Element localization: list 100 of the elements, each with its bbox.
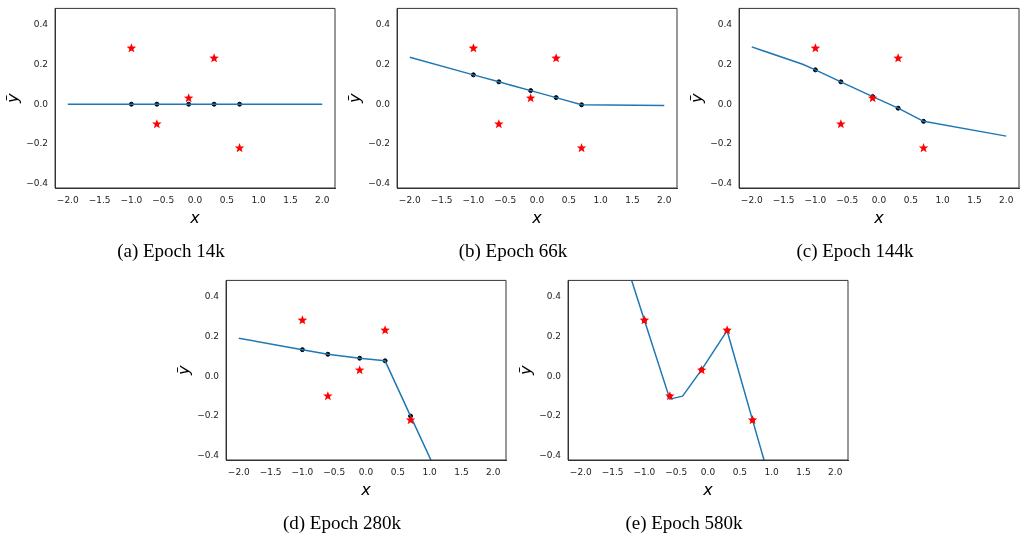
text: (e) Epoch 580k — [624, 512, 744, 534]
y-tick-label: 0.4 — [375, 18, 391, 29]
y-tick-label: −0.4 — [539, 450, 562, 461]
x-tick-label: 0.5 — [903, 194, 918, 205]
y-tick-label: 0.0 — [204, 370, 220, 381]
x-tick-label: 1.5 — [967, 194, 982, 205]
y-tick-label: −0.4 — [710, 178, 733, 189]
y-tick-label: 0.4 — [546, 290, 562, 301]
x-tick-label: 0.0 — [700, 466, 716, 477]
x-axis-title: x — [531, 207, 543, 227]
x-tick-label: 1.0 — [935, 194, 951, 205]
point — [183, 93, 194, 103]
y-tick-label: 0.0 — [33, 98, 49, 109]
x-tick-label: −2.0 — [227, 466, 250, 477]
y-tick-label: 0.0 — [717, 98, 733, 109]
point — [918, 143, 929, 153]
x-tick-label: 0.0 — [871, 194, 887, 205]
x-tick-label: −0.5 — [665, 466, 688, 477]
x-tick-label: −1.0 — [291, 466, 314, 477]
x-tick-label: 1.0 — [422, 466, 438, 477]
x-tick-label: 2.0 — [315, 194, 330, 205]
x-tick-label: 0.5 — [219, 194, 234, 205]
x-tick-label: −0.5 — [494, 194, 517, 205]
x-tick-label: 0.0 — [358, 466, 374, 477]
point — [234, 143, 245, 153]
y-tick-label: −0.4 — [26, 178, 49, 189]
x-tick-label: −2.0 — [740, 194, 763, 205]
point — [323, 391, 333, 401]
point — [297, 315, 308, 325]
point — [405, 415, 416, 425]
y-tick-label: −0.2 — [710, 138, 733, 149]
x-tick-label: −1.0 — [462, 194, 485, 205]
y-tick-label: −0.2 — [26, 138, 49, 149]
y-tick-label: 0.4 — [717, 18, 733, 29]
y-tick-label: 0.2 — [375, 58, 391, 69]
y-tick-label: −0.2 — [368, 138, 391, 149]
point — [380, 325, 390, 335]
x-tick-label: −1.5 — [88, 194, 111, 205]
point — [893, 53, 903, 63]
x-tick-label: 1.5 — [283, 194, 298, 205]
x-tick-label: 1.5 — [796, 466, 811, 477]
y-tick-label: −0.2 — [539, 410, 562, 421]
y-axis-title: ỹ — [2, 92, 22, 104]
point — [810, 43, 821, 53]
x-tick-label: 0.5 — [390, 466, 405, 477]
x-axis-title: x — [189, 207, 201, 227]
point — [468, 43, 479, 53]
x-tick-label: 0.0 — [187, 194, 203, 205]
x-tick-label: 2.0 — [486, 466, 501, 477]
y-tick-label: −0.4 — [197, 450, 220, 461]
y-axis-title: ỹ — [173, 364, 193, 376]
point — [126, 43, 137, 53]
y-tick-label: −0.2 — [197, 410, 220, 421]
y-tick-label: 0.2 — [717, 58, 733, 69]
x-tick-label: −2.0 — [569, 466, 592, 477]
x-tick-label: −1.5 — [259, 466, 282, 477]
point — [525, 93, 536, 103]
x-tick-label: −1.0 — [633, 466, 656, 477]
y-axis-title: ỹ — [515, 364, 535, 376]
x-tick-label: 1.0 — [593, 194, 609, 205]
x-axis-title: x — [360, 479, 372, 499]
point — [551, 53, 561, 63]
y-tick-label: 0.2 — [204, 330, 220, 341]
x-tick-label: −0.5 — [836, 194, 859, 205]
x-tick-label: 1.0 — [764, 466, 780, 477]
x-tick-label: −1.5 — [772, 194, 795, 205]
x-tick-label: −0.5 — [323, 466, 346, 477]
text: (d) Epoch 280k — [281, 512, 403, 534]
y-tick-label: 0.2 — [546, 330, 562, 341]
point — [494, 119, 504, 129]
x-tick-label: 2.0 — [999, 194, 1014, 205]
x-tick-label: 1.5 — [454, 466, 469, 477]
y-tick-label: 0.0 — [546, 370, 562, 381]
x-tick-label: −2.0 — [56, 194, 79, 205]
x-axis-title: x — [873, 207, 885, 227]
point — [354, 365, 365, 375]
x-tick-label: −1.0 — [804, 194, 827, 205]
x-tick-label: 0.5 — [561, 194, 576, 205]
point — [836, 119, 846, 129]
text: (b) Epoch 66k — [457, 240, 569, 262]
y-axis-title: ỹ — [686, 92, 706, 104]
text: (c) Epoch 144k — [795, 240, 915, 262]
x-tick-label: −1.5 — [430, 194, 453, 205]
x-tick-label: 2.0 — [828, 466, 843, 477]
x-tick-label: −1.0 — [120, 194, 143, 205]
x-tick-label: 2.0 — [657, 194, 672, 205]
y-tick-label: −0.4 — [368, 178, 391, 189]
text: (a) Epoch 14k — [116, 240, 226, 262]
point — [576, 143, 587, 153]
y-tick-label: 0.4 — [204, 290, 220, 301]
y-tick-label: 0.4 — [33, 18, 49, 29]
x-tick-label: −0.5 — [152, 194, 175, 205]
x-tick-label: 0.0 — [529, 194, 545, 205]
x-tick-label: −1.5 — [601, 466, 624, 477]
x-axis-title: x — [702, 479, 714, 499]
x-tick-label: −2.0 — [398, 194, 421, 205]
y-tick-label: 0.2 — [33, 58, 49, 69]
y-axis-title: ỹ — [344, 92, 364, 104]
x-tick-label: 1.5 — [625, 194, 640, 205]
x-tick-label: 0.5 — [732, 466, 747, 477]
